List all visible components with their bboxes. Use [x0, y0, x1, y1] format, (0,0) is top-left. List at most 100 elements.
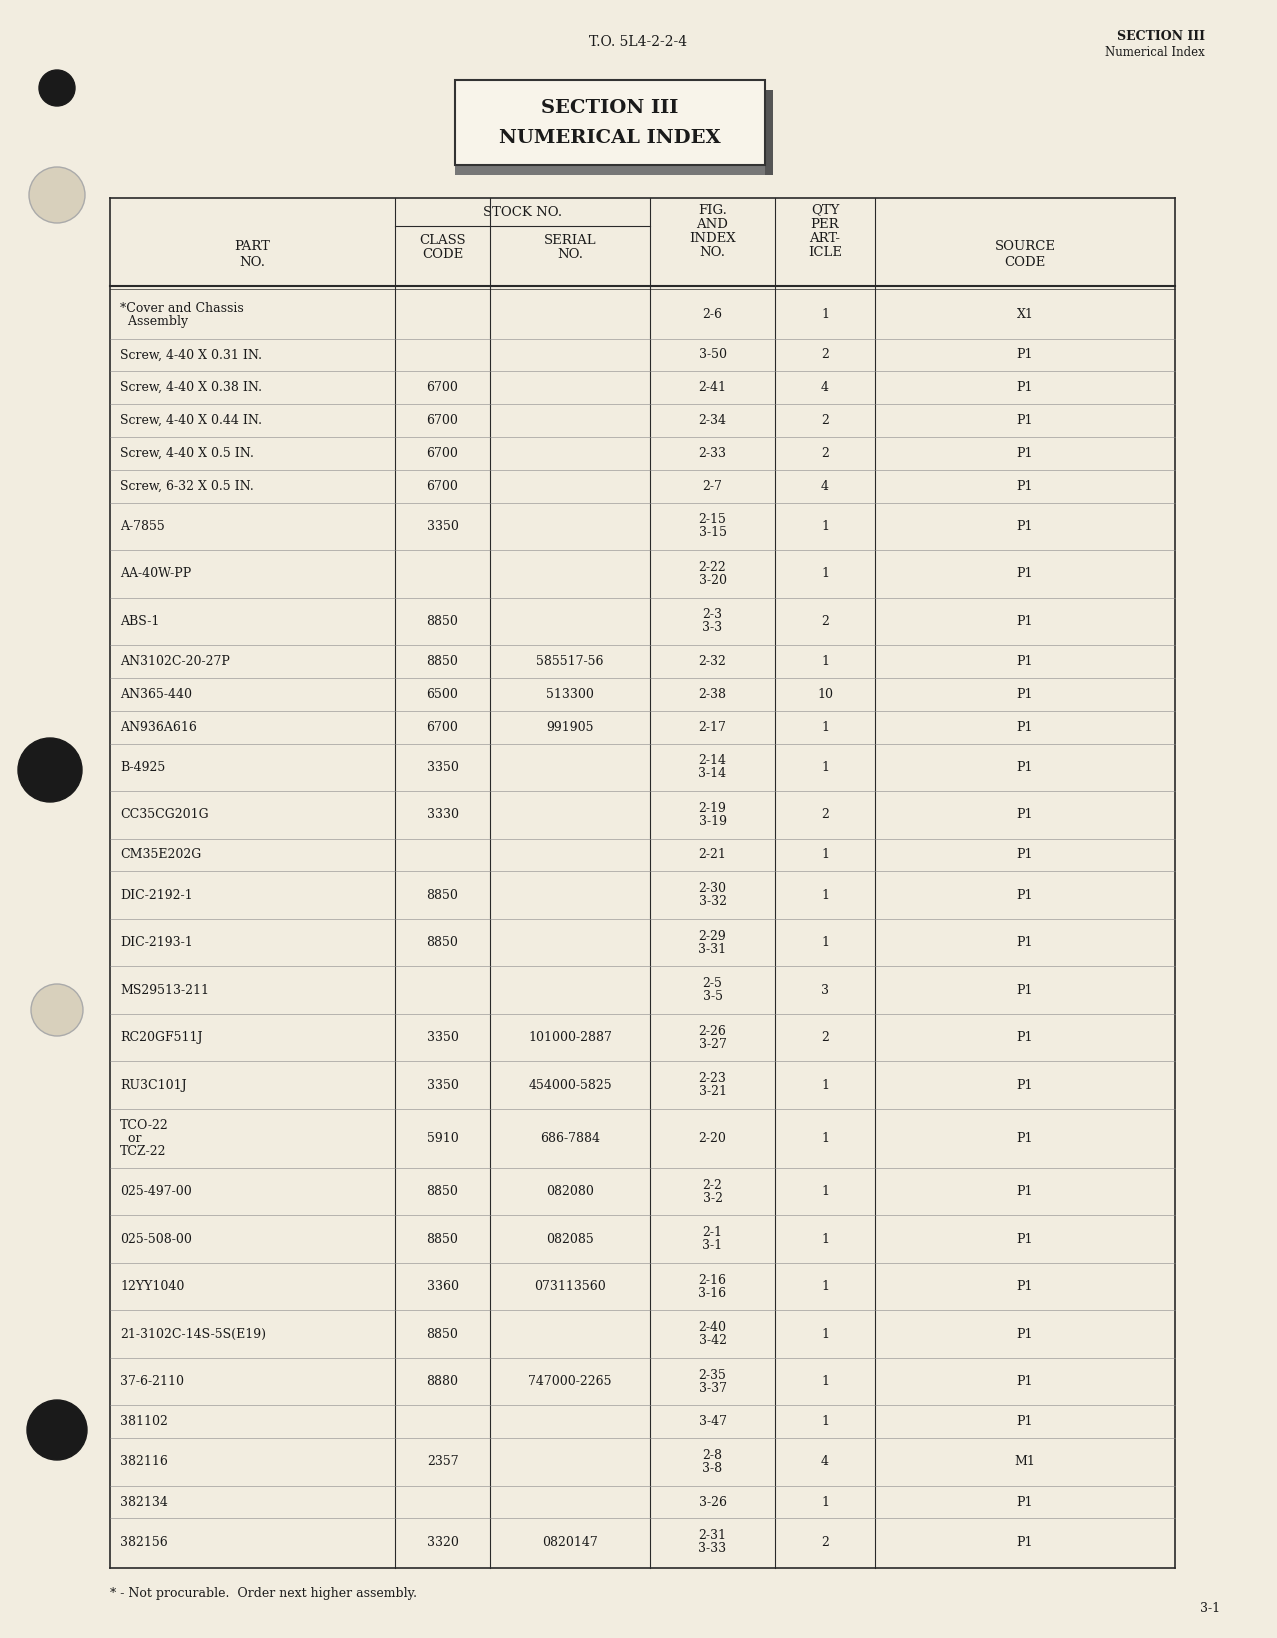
Text: 1: 1	[821, 848, 829, 862]
Text: X1: X1	[1016, 308, 1033, 321]
Text: 3-21: 3-21	[699, 1086, 727, 1097]
Text: 8850: 8850	[427, 1184, 458, 1197]
Bar	[464, 90, 773, 175]
Text: 3-2: 3-2	[702, 1191, 723, 1204]
Text: P1: P1	[1016, 1415, 1033, 1428]
Text: PER: PER	[811, 218, 839, 231]
Text: 1: 1	[821, 1327, 829, 1340]
Text: 8850: 8850	[427, 1327, 458, 1340]
Text: 025-497-00: 025-497-00	[120, 1184, 192, 1197]
Text: 6700: 6700	[427, 447, 458, 460]
Text: PART: PART	[235, 239, 271, 252]
Text: SOURCE: SOURCE	[995, 239, 1056, 252]
Text: AN3102C-20-27P: AN3102C-20-27P	[120, 655, 230, 668]
Text: P1: P1	[1016, 1374, 1033, 1387]
Text: 2-22: 2-22	[699, 560, 727, 573]
Text: 2-38: 2-38	[699, 688, 727, 701]
Text: P1: P1	[1016, 614, 1033, 627]
Text: 1: 1	[821, 1132, 829, 1145]
Text: 101000-2887: 101000-2887	[529, 1032, 612, 1043]
Text: 2-5: 2-5	[702, 978, 723, 989]
Text: 6700: 6700	[427, 414, 458, 428]
Circle shape	[18, 739, 82, 803]
Text: RU3C101J: RU3C101J	[120, 1079, 186, 1091]
Text: Screw, 6-32 X 0.5 IN.: Screw, 6-32 X 0.5 IN.	[120, 480, 254, 493]
Text: P1: P1	[1016, 349, 1033, 362]
Text: 1: 1	[821, 655, 829, 668]
Bar	[455, 165, 765, 175]
Text: 2-3: 2-3	[702, 608, 723, 621]
Text: 1: 1	[821, 1279, 829, 1292]
Text: 4: 4	[821, 382, 829, 395]
Text: QTY: QTY	[811, 203, 839, 216]
Text: CODE: CODE	[1005, 256, 1046, 269]
Text: DIC-2192-1: DIC-2192-1	[120, 889, 193, 901]
Text: M1: M1	[1014, 1456, 1036, 1468]
Text: ICLE: ICLE	[808, 246, 842, 259]
Text: SECTION III: SECTION III	[1117, 29, 1205, 43]
Text: TCO-22: TCO-22	[120, 1119, 169, 1132]
Text: 1: 1	[821, 1232, 829, 1245]
Text: 6500: 6500	[427, 688, 458, 701]
Text: 382156: 382156	[120, 1536, 167, 1550]
Text: 8850: 8850	[427, 937, 458, 948]
Text: STOCK NO.: STOCK NO.	[483, 205, 562, 218]
Text: 3-33: 3-33	[699, 1543, 727, 1554]
Text: 10: 10	[817, 688, 833, 701]
Text: P1: P1	[1016, 1495, 1033, 1509]
Text: P1: P1	[1016, 984, 1033, 996]
Text: SERIAL: SERIAL	[544, 234, 596, 246]
Text: *Cover and Chassis: *Cover and Chassis	[120, 301, 244, 314]
Text: 8880: 8880	[427, 1374, 458, 1387]
Text: 3-27: 3-27	[699, 1037, 727, 1050]
Text: 3-3: 3-3	[702, 621, 723, 634]
Text: P1: P1	[1016, 1132, 1033, 1145]
Text: 3-15: 3-15	[699, 526, 727, 539]
Text: 2: 2	[821, 349, 829, 362]
Text: NO.: NO.	[557, 247, 584, 260]
Text: 2-15: 2-15	[699, 513, 727, 526]
Text: 382134: 382134	[120, 1495, 167, 1509]
Text: P1: P1	[1016, 889, 1033, 901]
Text: P1: P1	[1016, 848, 1033, 862]
Text: P1: P1	[1016, 1079, 1033, 1091]
Text: 2-20: 2-20	[699, 1132, 727, 1145]
Text: NO.: NO.	[240, 256, 266, 269]
Text: 3-31: 3-31	[699, 942, 727, 955]
Text: 3-20: 3-20	[699, 573, 727, 586]
Text: AA-40W-PP: AA-40W-PP	[120, 567, 192, 580]
Circle shape	[40, 70, 75, 106]
Text: T.O. 5L4-2-2-4: T.O. 5L4-2-2-4	[589, 34, 687, 49]
Text: NUMERICAL INDEX: NUMERICAL INDEX	[499, 129, 722, 147]
Text: 3-26: 3-26	[699, 1495, 727, 1509]
Text: 8850: 8850	[427, 655, 458, 668]
Text: P1: P1	[1016, 567, 1033, 580]
Text: P1: P1	[1016, 760, 1033, 773]
Text: 2: 2	[821, 447, 829, 460]
Text: 6700: 6700	[427, 721, 458, 734]
Text: SECTION III: SECTION III	[541, 98, 678, 116]
Text: 37-6-2110: 37-6-2110	[120, 1374, 184, 1387]
Text: 585517-56: 585517-56	[536, 655, 604, 668]
Text: CLASS: CLASS	[419, 234, 466, 246]
Text: P1: P1	[1016, 1232, 1033, 1245]
Text: 1: 1	[821, 1184, 829, 1197]
Bar	[455, 80, 765, 165]
Text: P1: P1	[1016, 721, 1033, 734]
Text: 2-21: 2-21	[699, 848, 727, 862]
Text: 2: 2	[821, 614, 829, 627]
Text: 3-37: 3-37	[699, 1381, 727, 1394]
Text: 2-40: 2-40	[699, 1322, 727, 1333]
Text: 025-508-00: 025-508-00	[120, 1232, 192, 1245]
Text: 3-8: 3-8	[702, 1463, 723, 1474]
Text: 3-16: 3-16	[699, 1286, 727, 1299]
Text: 21-3102C-14S-5S(E19): 21-3102C-14S-5S(E19)	[120, 1327, 266, 1340]
Text: 1: 1	[821, 1495, 829, 1509]
Text: 1: 1	[821, 1374, 829, 1387]
Text: 3-50: 3-50	[699, 349, 727, 362]
Text: 2-31: 2-31	[699, 1530, 727, 1543]
Text: 6700: 6700	[427, 480, 458, 493]
Text: 3-32: 3-32	[699, 894, 727, 907]
Text: 6700: 6700	[427, 382, 458, 395]
Text: 8850: 8850	[427, 889, 458, 901]
